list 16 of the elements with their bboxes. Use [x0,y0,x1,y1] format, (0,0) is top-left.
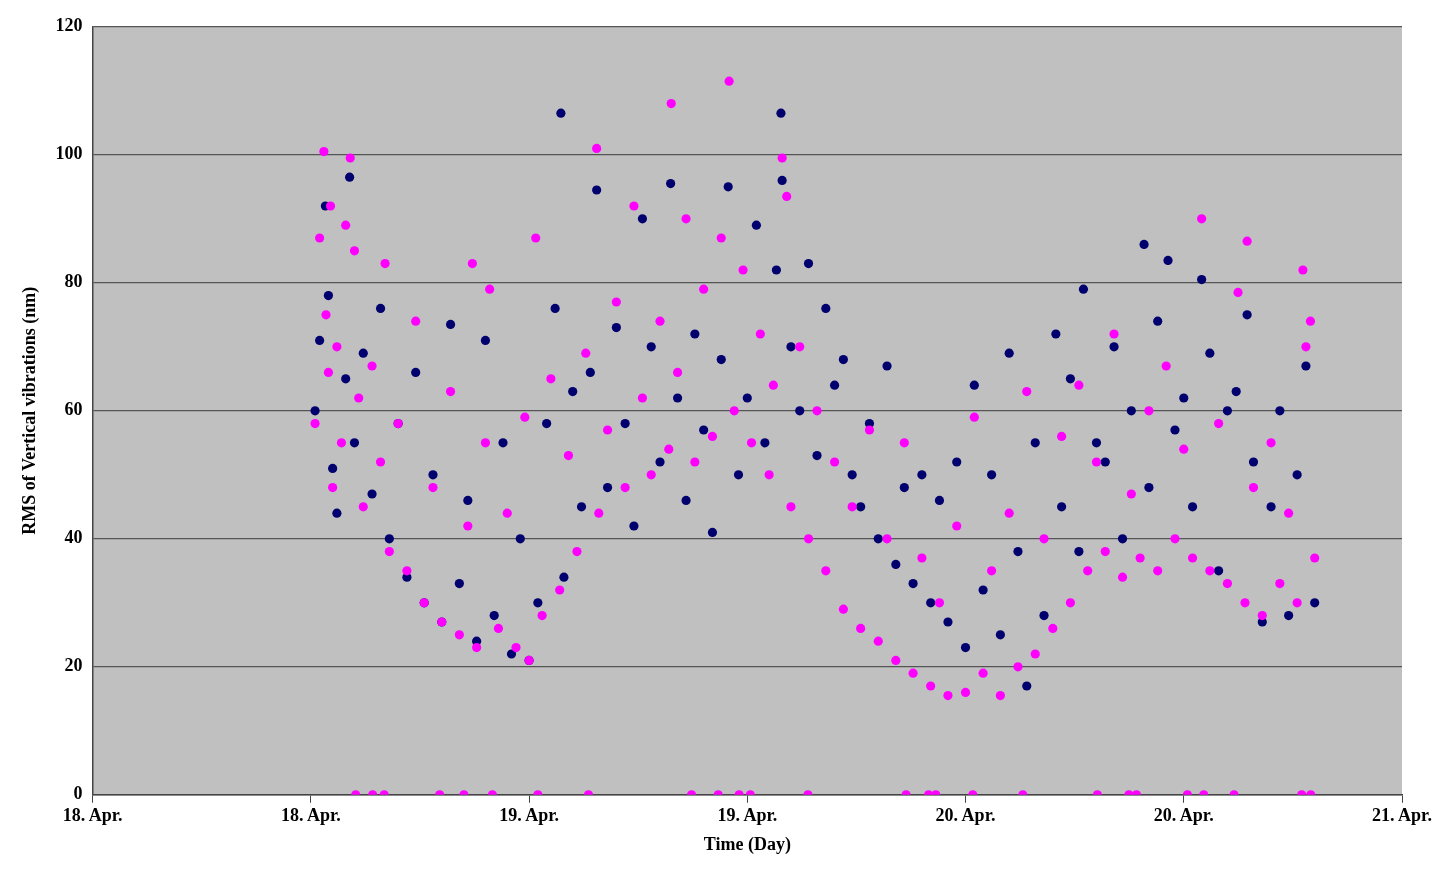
x-tick-label: 20. Apr. [1153,805,1214,826]
y-tick-label: 60 [64,399,83,420]
x-tick-label: 21. Apr. [1372,805,1432,826]
y-tick-label: 120 [55,15,83,36]
y-tick-label: 40 [64,527,83,548]
x-tick-label: 18. Apr. [62,805,123,826]
y-tick-label: 100 [55,143,83,164]
x-tick-label: 18. Apr. [280,805,341,826]
y-tick-label: 20 [64,655,83,676]
y-tick-label: 80 [64,271,83,292]
y-axis-title: RMS of Vertical vibrations (nm) [19,286,41,535]
x-tick-label: 19. Apr. [499,805,559,826]
x-tick-label: 20. Apr. [935,805,996,826]
x-tick-label: 19. Apr. [717,805,778,826]
y-tick-label: 0 [73,783,83,804]
x-axis-title: Time (Day) [703,833,791,855]
